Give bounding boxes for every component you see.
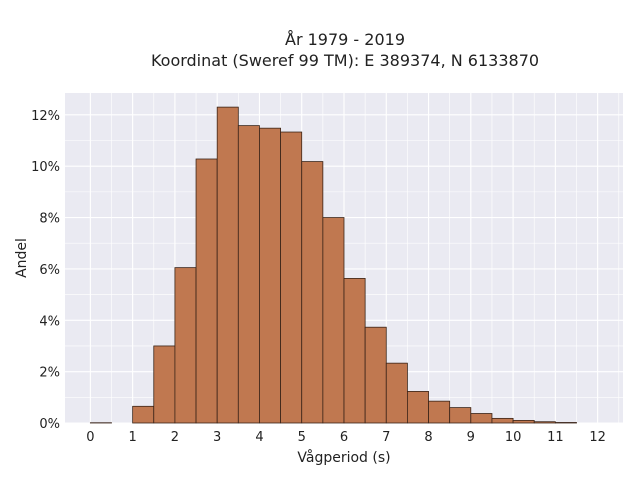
y-tick-label: 8% xyxy=(39,212,60,227)
x-tick-label: 5 xyxy=(298,430,306,445)
y-tick-label: 0% xyxy=(39,417,60,432)
y-tick-label: 2% xyxy=(39,366,60,381)
histogram-bar xyxy=(491,417,514,424)
histogram-bar xyxy=(533,421,556,424)
x-axis-label: Vågperiod (s) xyxy=(297,449,390,466)
chart-title-line-2: Koordinat (Sweref 99 TM): E 389374, N 61… xyxy=(151,51,539,70)
y-axis-label: Andel xyxy=(14,238,30,278)
histogram-bar xyxy=(385,362,408,424)
x-tick-label: 3 xyxy=(213,430,221,445)
bars xyxy=(89,106,577,424)
histogram-bar xyxy=(428,400,451,424)
y-tick-label: 4% xyxy=(39,314,60,329)
histogram-bar xyxy=(195,158,218,424)
histogram-bar xyxy=(322,217,345,424)
histogram-bar xyxy=(364,326,387,424)
x-tick-label: 6 xyxy=(340,430,348,445)
x-tick-label: 11 xyxy=(547,430,564,445)
histogram-bar xyxy=(512,420,535,424)
x-tick-label: 4 xyxy=(255,430,263,445)
histogram-bar xyxy=(407,391,429,424)
x-tick-label: 2 xyxy=(171,430,179,445)
x-tick-label: 12 xyxy=(589,430,606,445)
histogram-bar xyxy=(153,345,176,424)
x-tick-label: 0 xyxy=(86,430,94,445)
y-tick-label: 10% xyxy=(31,160,60,175)
histogram-bar xyxy=(174,267,197,424)
chart-title-line-1: År 1979 - 2019 xyxy=(285,30,405,49)
x-tick-label: 7 xyxy=(382,430,390,445)
histogram-bar xyxy=(301,161,324,424)
histogram-bar xyxy=(237,125,260,424)
histogram-bar xyxy=(280,131,303,424)
x-tick-label: 10 xyxy=(505,430,522,445)
histogram-bar xyxy=(216,106,239,424)
histogram-bar xyxy=(554,422,577,424)
y-tick-label: 12% xyxy=(31,109,60,124)
y-tick-labels: 0% 2% 4% 6% 8% 10% 12% xyxy=(31,109,60,432)
x-tick-label: 1 xyxy=(128,430,136,445)
x-tick-labels: 0 1 2 3 4 5 6 7 8 9 10 11 12 xyxy=(86,430,606,445)
histogram-bar xyxy=(259,127,281,424)
x-tick-label: 9 xyxy=(467,430,475,445)
histogram-bar xyxy=(449,407,472,424)
histogram-bar xyxy=(470,413,493,424)
histogram-bar xyxy=(132,405,155,424)
y-tick-label: 6% xyxy=(39,263,60,278)
histogram-bar xyxy=(343,278,366,424)
x-tick-label: 8 xyxy=(424,430,432,445)
